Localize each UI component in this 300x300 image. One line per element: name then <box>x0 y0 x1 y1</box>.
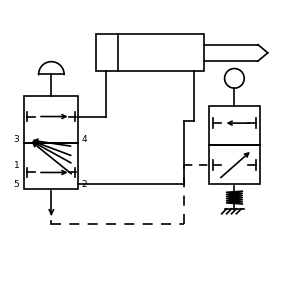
Text: 1: 1 <box>14 161 20 170</box>
Text: 2: 2 <box>81 180 87 189</box>
Bar <box>24 142 78 189</box>
Text: 4: 4 <box>81 135 87 144</box>
Bar <box>209 106 260 145</box>
Bar <box>24 96 78 142</box>
Bar <box>96 34 204 71</box>
Text: 5: 5 <box>14 180 20 189</box>
Text: 3: 3 <box>14 135 20 144</box>
Bar <box>209 145 260 184</box>
